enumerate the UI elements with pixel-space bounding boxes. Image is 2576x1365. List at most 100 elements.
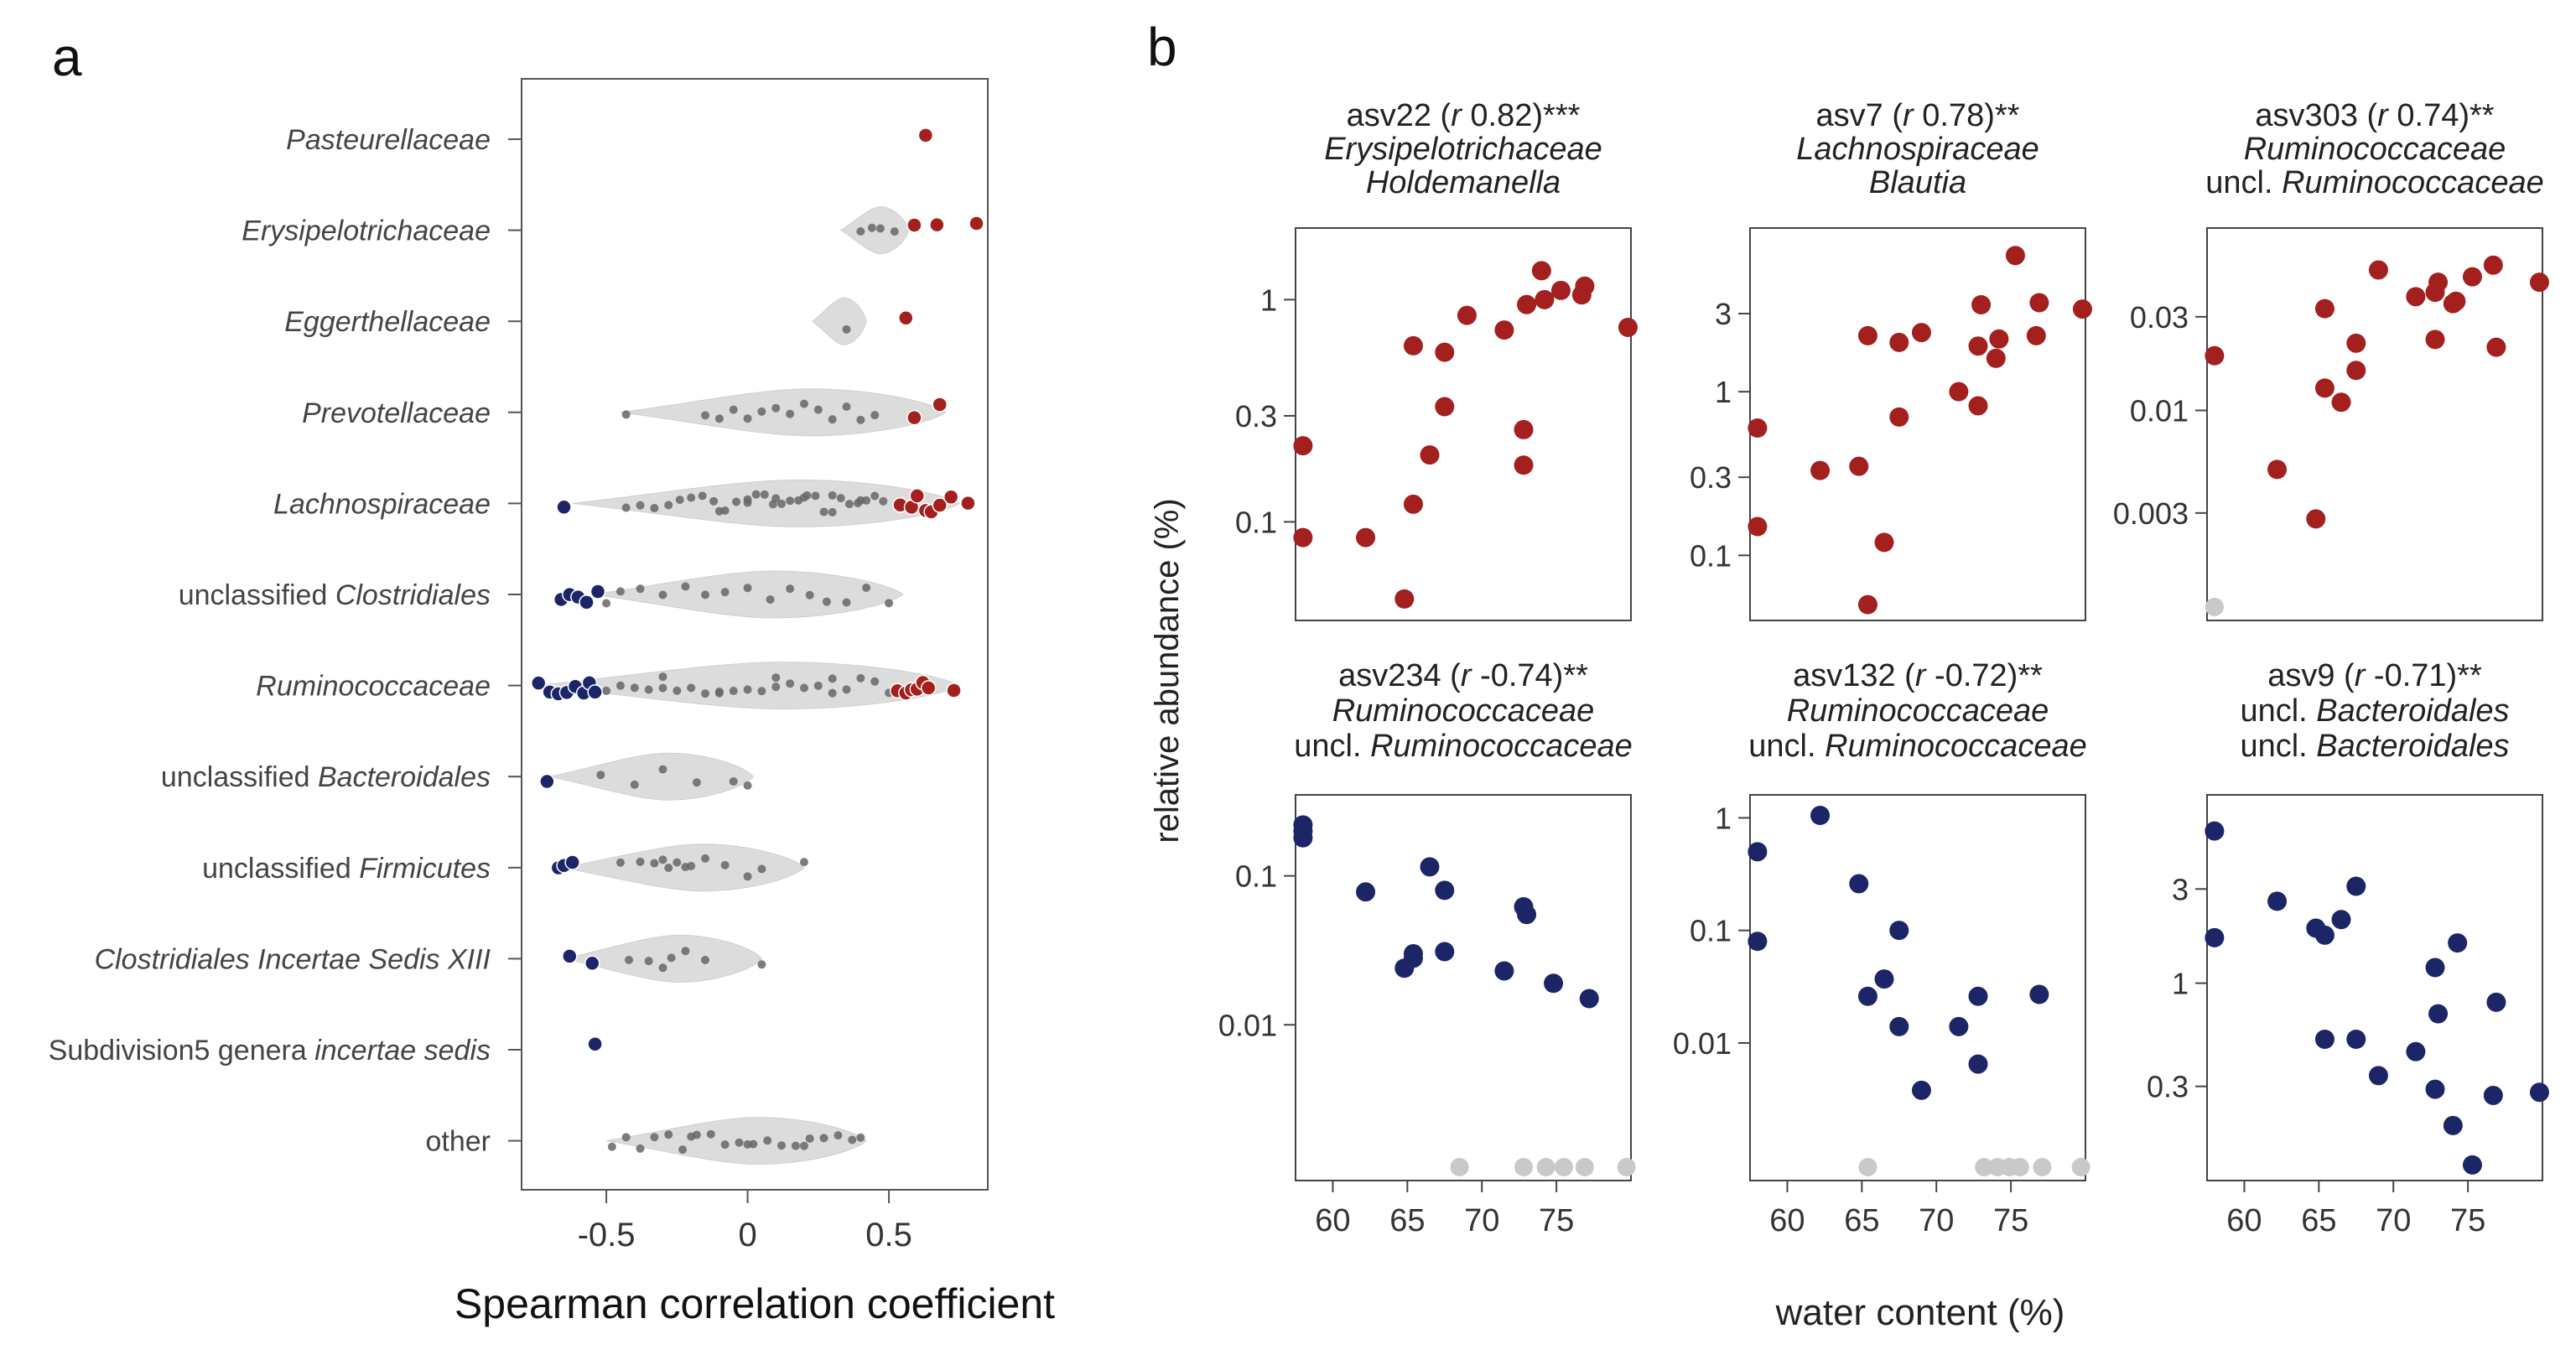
- data-point: [1544, 973, 1564, 994]
- grey-point: [757, 407, 766, 416]
- grey-point: [842, 324, 851, 334]
- x-tick-label: 70: [1919, 1203, 1954, 1238]
- grey-point: [844, 500, 854, 509]
- data-point: [2314, 925, 2334, 945]
- positive-point: [906, 409, 922, 426]
- category-label-10: Subdivision5 genera incertae sedis: [49, 1035, 491, 1067]
- data-point: [1579, 989, 1599, 1009]
- data-point: [1810, 806, 1831, 826]
- x-tick-label: 60: [1315, 1203, 1350, 1238]
- grey-point: [650, 859, 659, 868]
- positive-point: [906, 217, 922, 233]
- data-point: [2462, 1155, 2482, 1175]
- grey-point: [786, 496, 795, 506]
- subplot-title: asv132 (r -0.72)**: [1793, 658, 2043, 693]
- data-point: [1889, 1016, 1909, 1036]
- data-point: [2368, 1066, 2388, 1086]
- grey-point: [735, 1138, 744, 1147]
- grey-point: [856, 227, 865, 236]
- data-point: [1748, 842, 1768, 862]
- category-label-1: Erysipelotrichaceae: [242, 215, 491, 247]
- grey-point: [636, 857, 645, 866]
- positive-point: [960, 495, 976, 511]
- grey-point: [636, 1144, 645, 1153]
- subplot-genus: uncl. Ruminococcaceae: [1294, 729, 1632, 764]
- grey-point: [771, 403, 781, 413]
- panel-a-violin-plot: Spearman correlation coefficient Pasteur…: [49, 78, 1055, 1327]
- grey-point: [658, 590, 667, 599]
- data-point: [2331, 392, 2351, 413]
- data-point: [1575, 276, 1595, 296]
- subplot-asv9: asv9 (r -0.71)**uncl. Bacteroidalesuncl.…: [2147, 658, 2549, 1238]
- data-point: [1968, 336, 1988, 356]
- grey-point: [751, 490, 761, 499]
- data-point: [1420, 445, 1440, 465]
- grey-point: [673, 686, 682, 695]
- grey-point: [681, 582, 690, 591]
- data-point: [2346, 361, 2366, 381]
- grey-point: [701, 689, 710, 698]
- data-point: [1874, 532, 1894, 553]
- category-label-11: other: [426, 1126, 491, 1158]
- grey-point: [658, 683, 667, 693]
- data-point: [1889, 407, 1909, 427]
- y-tick-label: 3: [2172, 872, 2189, 906]
- data-point: [1435, 942, 1455, 962]
- data-point: [2529, 272, 2549, 293]
- x-tick-label: 65: [1844, 1203, 1879, 1238]
- grey-point: [701, 955, 710, 964]
- grey-point: [644, 685, 653, 694]
- y-tick-label: 0.3: [2147, 1070, 2189, 1104]
- data-point: [1494, 320, 1514, 340]
- data-point: [2425, 330, 2445, 350]
- grey-point: [856, 496, 865, 505]
- grey-point: [658, 672, 667, 682]
- subplot-family: Ruminococcaceae: [1332, 693, 1595, 729]
- grey-point: [701, 854, 710, 863]
- grey-point: [729, 405, 738, 414]
- grey-point: [867, 223, 876, 232]
- grey-point: [664, 1130, 673, 1139]
- grey-point: [714, 688, 724, 698]
- y-tick-label: 3: [1715, 297, 1732, 331]
- data-point: [1356, 882, 1376, 902]
- grey-point: [813, 405, 823, 414]
- grey-point: [621, 1133, 631, 1142]
- data-point: [1748, 516, 1768, 537]
- grey-point: [706, 1129, 715, 1139]
- subplot-frame: [2206, 794, 2543, 1181]
- violin-cat-5: [592, 570, 904, 619]
- y-tick-label: 1: [1260, 283, 1277, 317]
- positive-point: [932, 397, 948, 413]
- data-point: [1911, 323, 1931, 343]
- data-point: [1517, 905, 1537, 925]
- violin-cat-4: [572, 479, 961, 527]
- subplot-frame: [1749, 794, 2086, 1181]
- grey-point: [842, 685, 851, 694]
- grey-point: [743, 781, 752, 790]
- data-point: [1618, 318, 1638, 338]
- data-point: [1435, 397, 1455, 417]
- data-point: [1849, 456, 1869, 476]
- grey-point: [811, 491, 820, 501]
- grey-point: [819, 1134, 828, 1143]
- data-point: [1949, 1016, 1969, 1036]
- y-tick-label: 0.1: [1235, 505, 1277, 539]
- category-label-3: Prevotellaceae: [302, 397, 491, 429]
- data-point: [2486, 337, 2506, 357]
- data-point: [1857, 594, 1877, 615]
- data-point: [1968, 986, 1988, 1006]
- data-point: [2267, 459, 2288, 480]
- violin-cat-9: [564, 934, 763, 983]
- grey-point: [658, 963, 667, 973]
- grey-point: [615, 587, 625, 596]
- violin-cat-2: [812, 297, 867, 345]
- grey-point: [636, 584, 645, 594]
- grey-point: [805, 590, 814, 599]
- y-tick-label: 0.3: [1690, 460, 1732, 495]
- grey-point: [664, 501, 673, 510]
- zero-point: [1575, 1158, 1594, 1176]
